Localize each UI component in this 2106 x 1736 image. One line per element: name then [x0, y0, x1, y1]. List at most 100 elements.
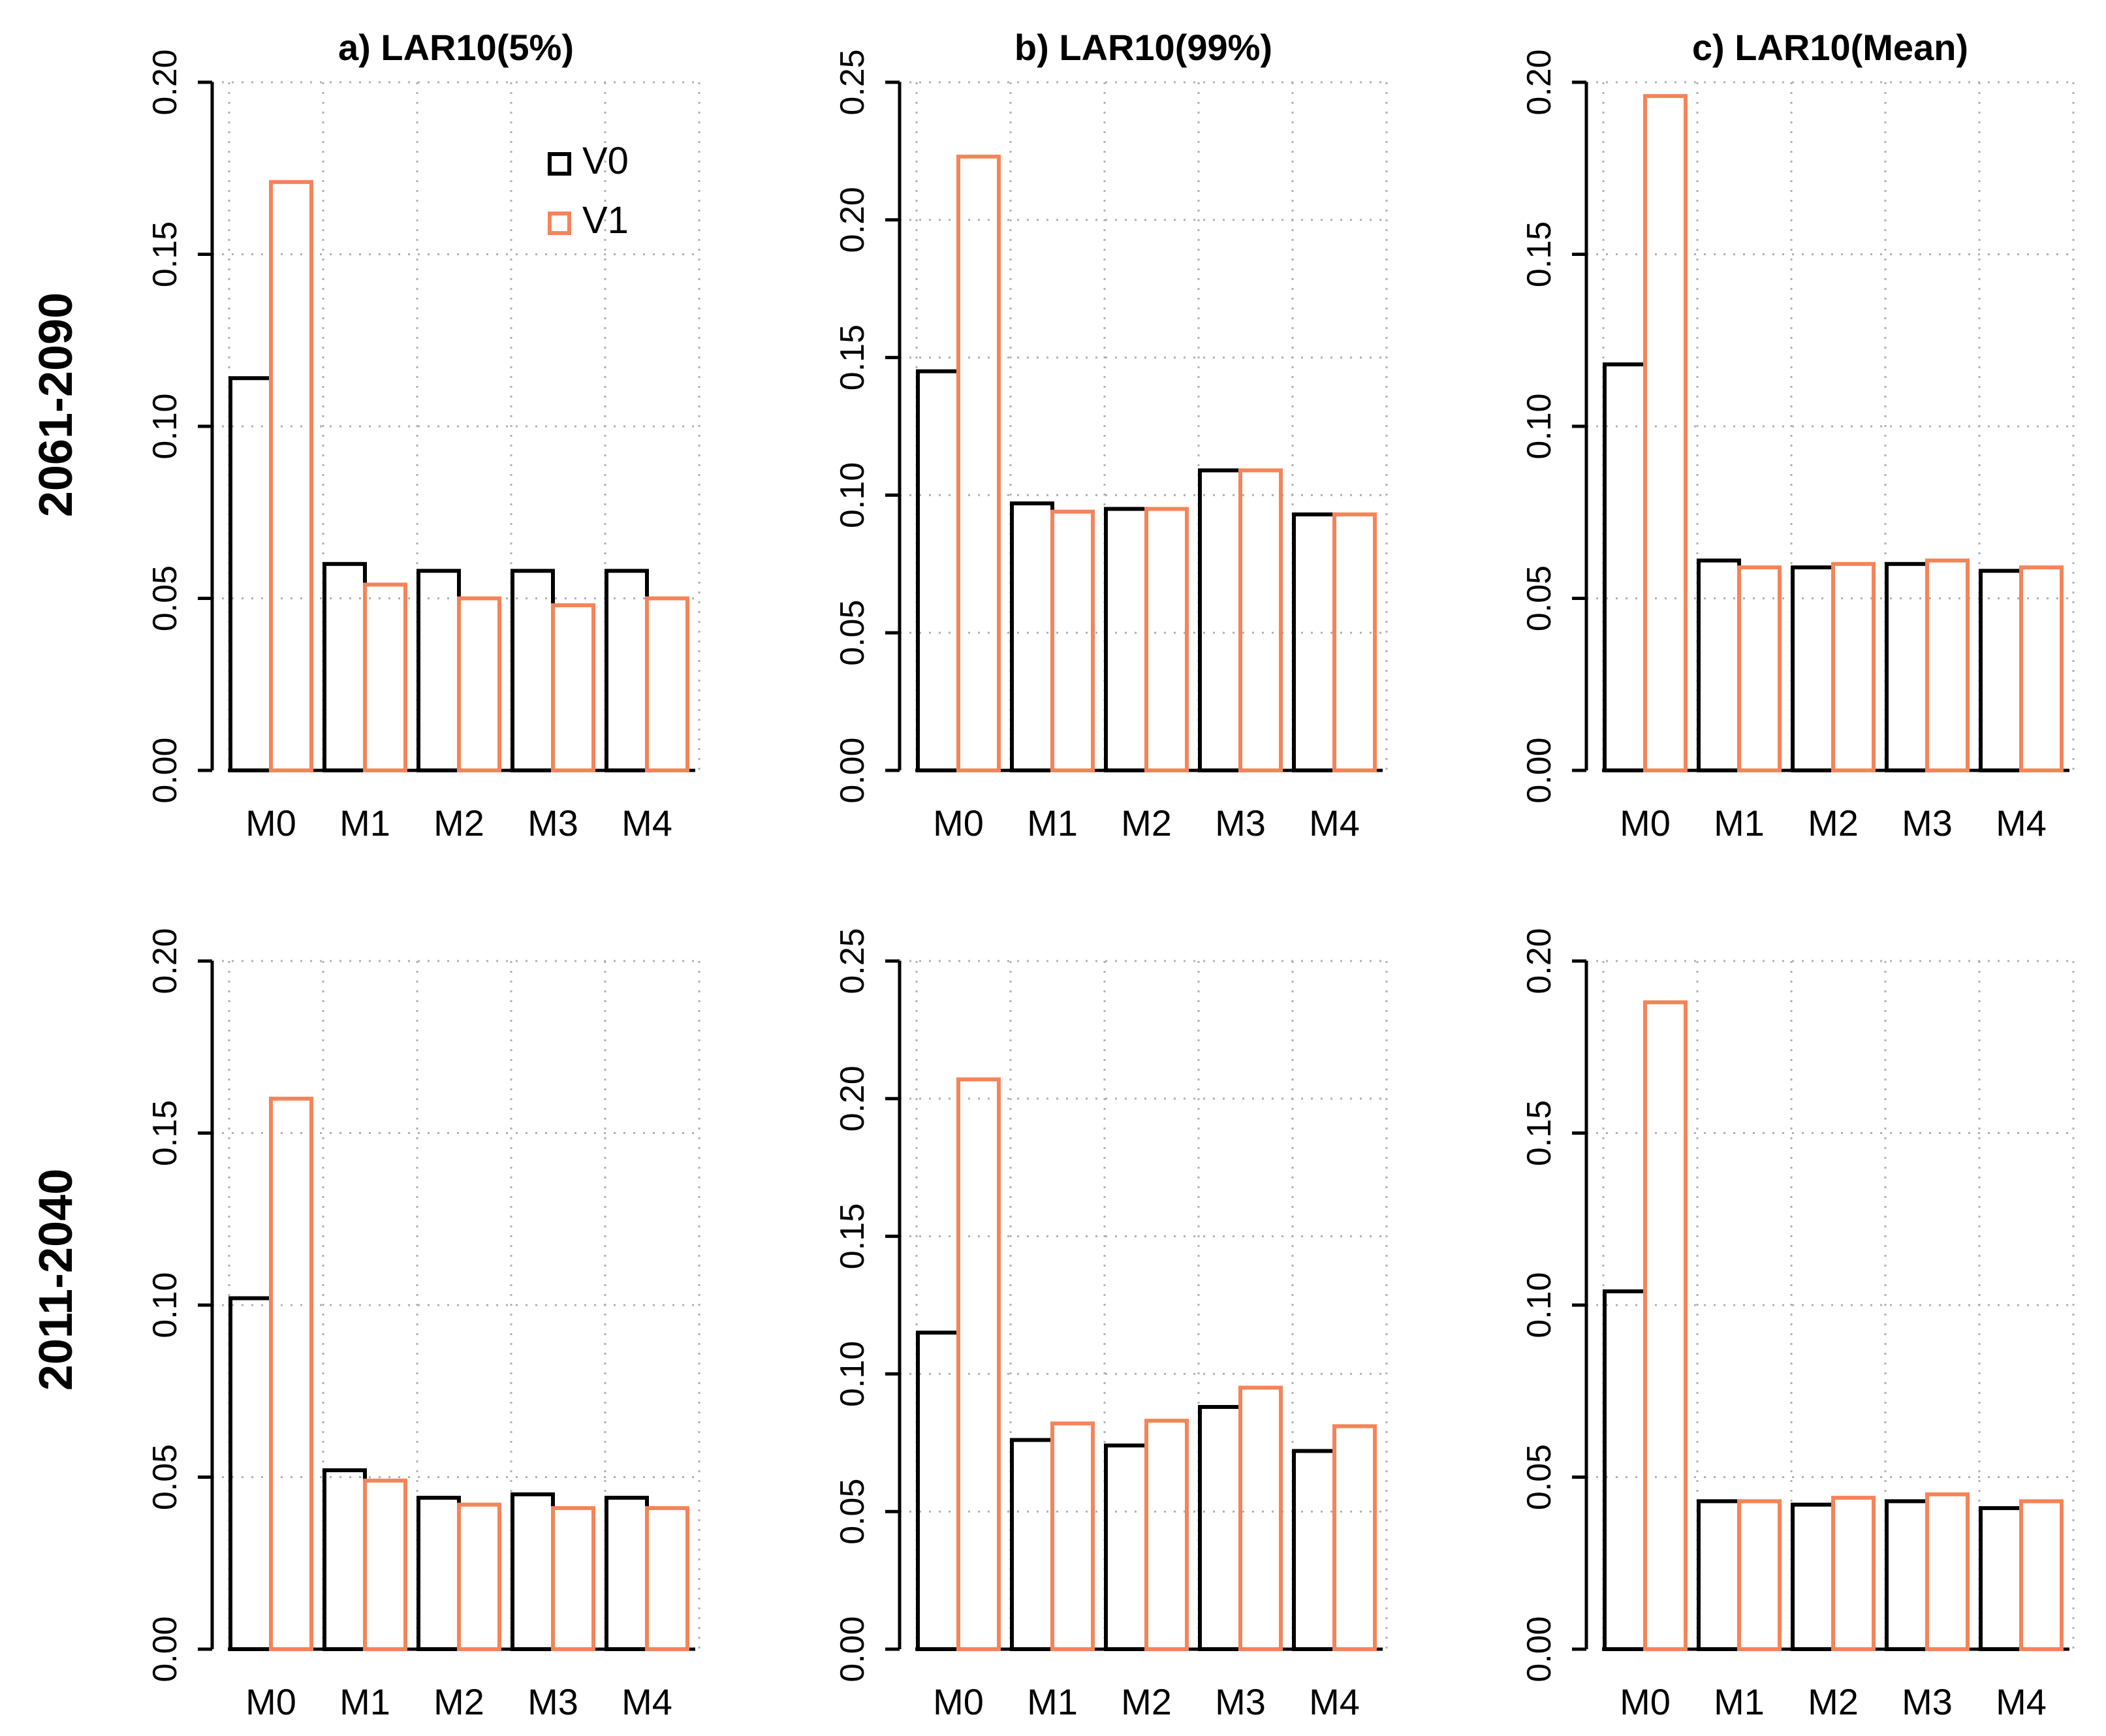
row-label-bottom: 2011-2040 [30, 1169, 82, 1391]
x-category-label: M2 [433, 802, 484, 844]
x-category-label: M0 [1620, 802, 1671, 844]
y-tick-label: 0.25 [834, 928, 872, 994]
bar-v1-m3 [551, 603, 595, 772]
y-tick-label: 0.20 [1520, 49, 1558, 115]
bar-v1-m0 [956, 1077, 1001, 1651]
bar-v1-m1 [1050, 1421, 1095, 1652]
x-category-label: M2 [433, 1681, 484, 1722]
x-category-label: M3 [527, 802, 578, 844]
bar-v1-m1 [1737, 565, 1782, 772]
y-tick-label: 0.05 [1520, 1444, 1558, 1510]
bar-v1-m2 [1144, 507, 1189, 772]
bar-v1-m1 [363, 582, 407, 772]
x-category-label: M1 [339, 802, 390, 844]
y-tick-label: 0.10 [1520, 393, 1558, 459]
y-tick-label: 0.15 [146, 221, 184, 287]
bar-v1-m4 [645, 1506, 689, 1651]
legend-label-v1: V1 [582, 199, 629, 242]
bar-v1-m0 [1643, 94, 1688, 773]
y-tick-label: 0.00 [1520, 737, 1558, 803]
bar-v1-m0 [956, 154, 1001, 773]
chart-panel-3: 0.00 0.05 0.10 0.15 0.20 M0 M1 M2 M3 M4 [146, 928, 700, 1722]
x-category-label: M3 [1215, 1681, 1266, 1722]
y-tick-label: 0.00 [1520, 1616, 1558, 1682]
x-category-label: M1 [1027, 1681, 1078, 1722]
y-tick-label: 0.05 [834, 1479, 872, 1545]
chart-panels: a) LAR10(5%) 0.00 0.05 0.10 0.15 0.20 M0 M1 M2 M3… [146, 27, 2075, 1722]
x-category-label: M3 [1215, 802, 1266, 844]
bar-v1-m2 [1831, 561, 1876, 772]
y-tick-label: 0.20 [146, 928, 184, 994]
x-category-label: M3 [1902, 1681, 1953, 1722]
row-label-top: 2061-2090 [30, 292, 82, 517]
bar-v1-m1 [1737, 1499, 1782, 1651]
bar-v1-m3 [551, 1506, 595, 1651]
bar-v1-m3 [1925, 558, 1970, 773]
chart-title: c) LAR10(Mean) [1692, 27, 1968, 68]
x-category-label: M4 [1309, 802, 1360, 844]
x-category-label: M4 [1996, 1681, 2047, 1722]
y-tick-label: 0.00 [146, 1616, 184, 1682]
x-category-label: M2 [1121, 802, 1172, 844]
y-tick-label: 0.20 [834, 187, 872, 253]
x-category-label: M0 [245, 1681, 296, 1722]
x-category-label: M4 [621, 1681, 672, 1722]
bar-v1-m3 [1925, 1492, 1970, 1652]
y-tick-label: 0.00 [146, 737, 184, 803]
x-category-label: M1 [1714, 802, 1765, 844]
y-tick-label: 0.20 [834, 1065, 872, 1131]
x-category-label: M1 [339, 1681, 390, 1722]
y-tick-label: 0.05 [146, 1444, 184, 1510]
chart-panel-5: 0.00 0.05 0.10 0.15 0.20 M0 M1 M2 M3 M4 [1520, 928, 2075, 1722]
chart-title: b) LAR10(99%) [1014, 27, 1272, 68]
y-tick-label: 0.15 [146, 1100, 184, 1166]
y-tick-label: 0.05 [1520, 565, 1558, 631]
x-category-label: M0 [933, 1681, 984, 1722]
x-category-label: M1 [1714, 1681, 1765, 1722]
legend-swatch-v1 [548, 212, 571, 235]
x-category-label: M4 [621, 802, 672, 844]
chart-title: a) LAR10(5%) [338, 27, 574, 68]
y-tick-label: 0.10 [146, 393, 184, 459]
bar-v1-m1 [363, 1478, 407, 1652]
bar-v1-m4 [1332, 512, 1377, 772]
y-tick-label: 0.15 [1520, 1100, 1558, 1166]
y-tick-label: 0.10 [834, 462, 872, 528]
y-tick-label: 0.15 [1520, 221, 1558, 287]
bar-v1-m2 [1831, 1496, 1876, 1652]
bar-v1-m2 [457, 1502, 501, 1651]
bar-v1-m2 [457, 596, 501, 772]
y-tick-label: 0.10 [834, 1341, 872, 1407]
x-category-label: M3 [527, 1681, 578, 1722]
y-tick-label: 0.20 [146, 49, 184, 115]
bar-v1-m4 [2019, 1499, 2064, 1651]
bar-v1-m3 [1238, 1385, 1283, 1651]
y-tick-label: 0.15 [834, 1203, 872, 1269]
chart-panel-2: c) LAR10(Mean) 0.00 0.05 0.10 0.15 0.20 M0 M1 M2… [1520, 27, 2075, 844]
x-category-label: M2 [1808, 1681, 1859, 1722]
y-tick-label: 0.00 [834, 1616, 872, 1682]
bar-v1-m0 [269, 180, 313, 772]
bar-v1-m3 [1238, 468, 1283, 772]
x-category-label: M4 [1996, 802, 2047, 844]
y-tick-label: 0.25 [834, 49, 872, 115]
bar-v1-m4 [1332, 1424, 1377, 1651]
bar-v1-m0 [269, 1096, 313, 1652]
bar-v1-m2 [1144, 1419, 1189, 1652]
bar-v1-m4 [2019, 565, 2064, 772]
x-category-label: M0 [245, 802, 296, 844]
x-category-label: M2 [1808, 802, 1859, 844]
y-tick-label: 0.05 [146, 565, 184, 631]
y-tick-label: 0.00 [834, 737, 872, 803]
x-category-label: M1 [1027, 802, 1078, 844]
bar-v1-m0 [1643, 1000, 1688, 1651]
y-tick-label: 0.10 [146, 1272, 184, 1338]
chart-panel-0: a) LAR10(5%) 0.00 0.05 0.10 0.15 0.20 M0 M1 M2 M3… [146, 27, 700, 844]
x-category-label: M4 [1309, 1681, 1360, 1722]
x-category-label: M0 [933, 802, 984, 844]
bar-v1-m4 [645, 596, 689, 772]
y-tick-label: 0.20 [1520, 928, 1558, 994]
x-category-label: M3 [1902, 802, 1953, 844]
